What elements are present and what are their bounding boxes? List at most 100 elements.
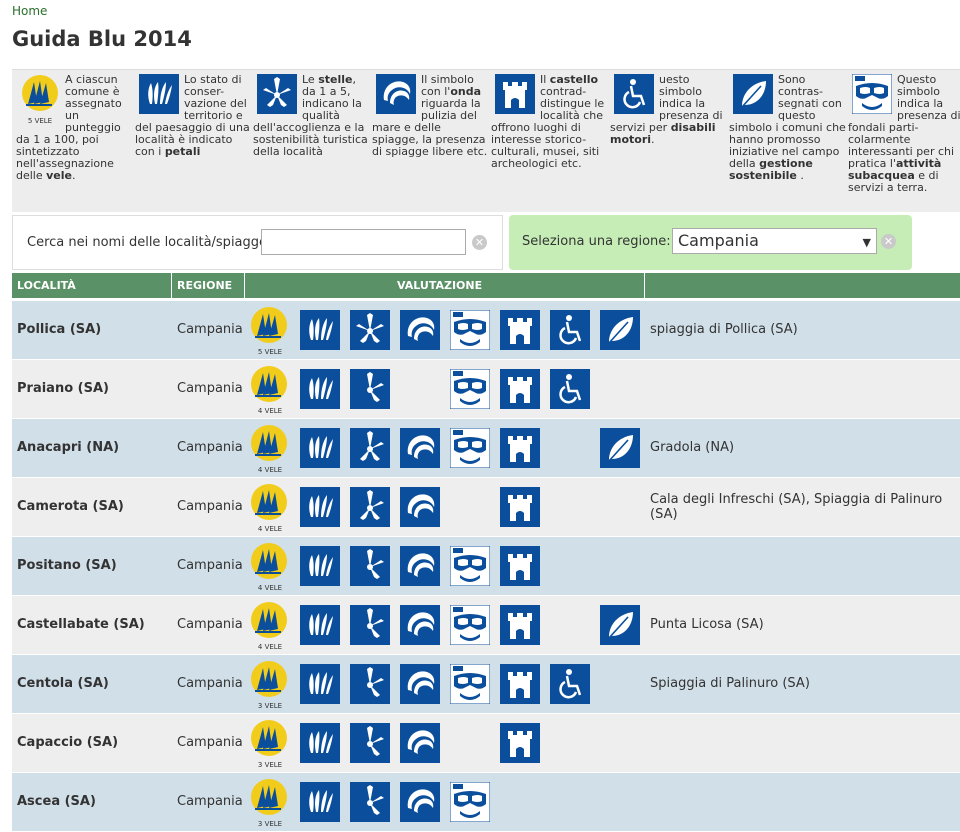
foglia-icon (600, 428, 640, 468)
region-label: Seleziona una regione: (522, 234, 671, 249)
onda-icon (400, 310, 440, 350)
cell-regione: Campania (177, 381, 243, 396)
cell-localita[interactable]: Anacapri (NA) (17, 440, 120, 455)
legend-text: uesto simbolo indica la presenza di serv… (610, 73, 723, 146)
region-selected-value: Campania (678, 231, 759, 250)
legend-text: Le stelle, da 1 a 5, indicano la qualità… (253, 73, 368, 158)
search-label: Cerca nei nomi delle località/spiagge (27, 235, 268, 250)
cell-localita[interactable]: Castellabate (SA) (17, 617, 145, 632)
table-row[interactable]: Centola (SA) Campania 3 VELE Spiaggia di… (12, 655, 960, 714)
cell-regione: Campania (177, 676, 243, 691)
header-regione[interactable]: REGIONE (172, 273, 245, 298)
page-title: Guida Blu 2014 (12, 27, 192, 51)
cell-regione: Campania (177, 558, 243, 573)
stelle-icon (350, 428, 390, 468)
stelle-icon (350, 369, 390, 409)
vele-icon: 3 VELE (249, 719, 291, 769)
clear-search-icon[interactable]: ✕ (472, 235, 487, 250)
table-header: LOCALITÀ REGIONE VALUTAZIONE (12, 273, 960, 298)
legend-text: Il simbolo con l'onda riguarda la pulizi… (372, 73, 488, 158)
cell-regione: Campania (177, 794, 243, 809)
cell-localita[interactable]: Praiano (SA) (17, 381, 109, 396)
foglia-icon (600, 605, 640, 645)
petali-icon (300, 664, 340, 704)
maschera-icon (449, 309, 491, 351)
legend-text: A ciascun comune è assegnato un punteggi… (16, 73, 122, 182)
castello-icon (500, 428, 540, 468)
castello-icon (495, 74, 535, 114)
petali-icon (300, 546, 340, 586)
legend-text: Lo stato di conser-vazione del territori… (135, 73, 250, 158)
table-row[interactable]: Praiano (SA) Campania 4 VELE (12, 360, 960, 419)
table-row[interactable]: Castellabate (SA) Campania 4 VELE Punta … (12, 596, 960, 655)
onda-icon (400, 605, 440, 645)
vele-icon: 4 VELE (249, 424, 291, 474)
onda-icon (400, 428, 440, 468)
vele-icon: 3 VELE (249, 660, 291, 710)
petali-icon (300, 369, 340, 409)
castello-icon (500, 369, 540, 409)
legend-panel: 5 VELE A ciascun comune è assegnato un pu… (12, 69, 960, 212)
maschera-icon (449, 604, 491, 646)
vele-icon: 4 VELE (249, 601, 291, 651)
table-row[interactable]: Camerota (SA) Campania 4 VELE Cala degli… (12, 478, 960, 537)
vele-count-label: 4 VELE (257, 466, 283, 474)
table-row[interactable]: Anacapri (NA) Campania 4 VELE Gradola (N… (12, 419, 960, 478)
disabili-icon (550, 310, 590, 350)
header-localita[interactable]: LOCALITÀ (12, 273, 172, 298)
header-spiagge (645, 273, 960, 298)
stelle-icon (350, 664, 390, 704)
vele-count-label: 3 VELE (257, 761, 283, 769)
cell-localita[interactable]: Ascea (SA) (17, 794, 96, 809)
cell-localita[interactable]: Centola (SA) (17, 676, 109, 691)
petali-icon (300, 782, 340, 822)
vele-count-label: 4 VELE (257, 407, 283, 415)
cell-spiagge: Spiaggia di Palinuro (SA) (650, 676, 810, 691)
onda-icon (400, 664, 440, 704)
stelle-icon (350, 310, 390, 350)
legend-item-foglia: Sono contras-segnati con questo simbolo … (729, 74, 846, 209)
cell-localita[interactable]: Pollica (SA) (17, 322, 102, 337)
region-select[interactable]: Campania ▼ (672, 228, 877, 254)
vele-icon: 4 VELE (249, 483, 291, 533)
search-panel: Cerca nei nomi delle località/spiagge ✕ (12, 215, 503, 270)
maschera-icon (449, 781, 491, 823)
vele-icon: 3 VELE (249, 778, 291, 828)
legend-item-maschera: Questo simbolo indica la presenza di fon… (848, 73, 960, 209)
onda-icon (400, 782, 440, 822)
vele-count-label: 4 VELE (257, 525, 283, 533)
stelle-icon (350, 782, 390, 822)
maschera-icon (449, 368, 491, 410)
petali-icon (300, 723, 340, 763)
disabili-icon (614, 74, 654, 114)
stelle-icon (257, 74, 297, 114)
cell-localita[interactable]: Camerota (SA) (17, 499, 124, 514)
onda-icon (400, 723, 440, 763)
legend-item-onda: Il simbolo con l'onda riguarda la pulizi… (372, 74, 489, 209)
header-valutazione: VALUTAZIONE (245, 273, 645, 298)
cell-localita[interactable]: Capaccio (SA) (17, 735, 119, 750)
region-panel: Seleziona una regione: Campania ▼ ✕ (509, 215, 912, 270)
petali-icon (300, 487, 340, 527)
legend-item-vele: 5 VELE A ciascun comune è assegnato un pu… (16, 74, 133, 209)
table-row[interactable]: Pollica (SA) Campania 5 VELE spiaggia di… (12, 301, 960, 360)
cell-spiagge: Gradola (NA) (650, 440, 735, 455)
vele-icon: 5 VELE (249, 306, 291, 356)
castello-icon (500, 723, 540, 763)
castello-icon (500, 605, 540, 645)
foglia-icon (600, 310, 640, 350)
castello-icon (500, 664, 540, 704)
table-row[interactable]: Ascea (SA) Campania 3 VELE (12, 773, 960, 832)
legend-item-stelle: Le stelle, da 1 a 5, indicano la qualità… (253, 74, 370, 209)
maschera-icon (449, 545, 491, 587)
cell-regione: Campania (177, 499, 243, 514)
table-row[interactable]: Positano (SA) Campania 4 VELE (12, 537, 960, 596)
results-table: Pollica (SA) Campania 5 VELE spiaggia di… (12, 301, 960, 832)
search-input[interactable] (261, 229, 466, 255)
breadcrumb-home[interactable]: Home (12, 4, 48, 18)
table-row[interactable]: Capaccio (SA) Campania 3 VELE (12, 714, 960, 773)
stelle-icon (350, 546, 390, 586)
clear-region-icon[interactable]: ✕ (881, 234, 896, 249)
cell-localita[interactable]: Positano (SA) (17, 558, 117, 573)
legend-item-petali: Lo stato di conser-vazione del territori… (135, 74, 252, 209)
